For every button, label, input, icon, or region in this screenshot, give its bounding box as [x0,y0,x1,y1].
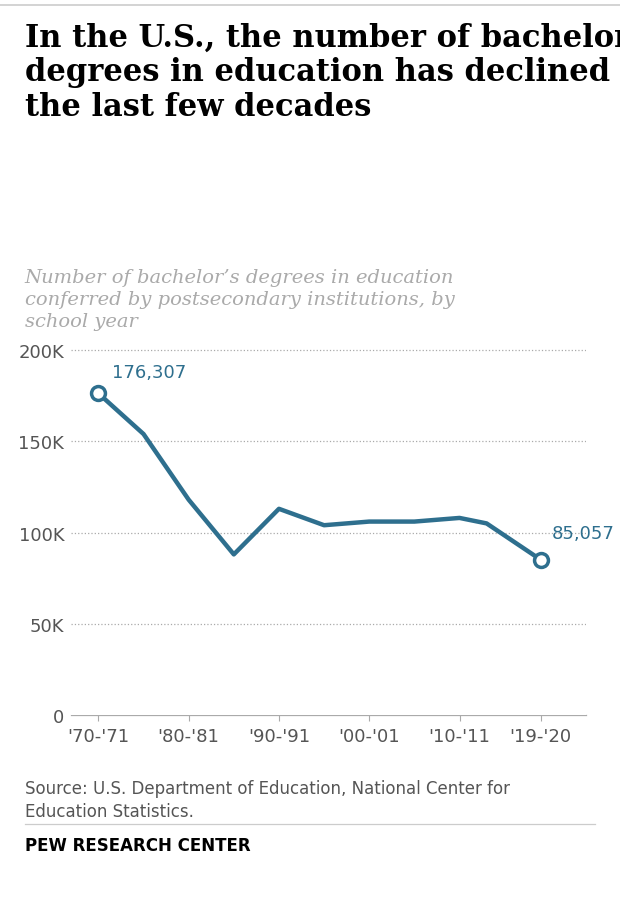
Text: Source: U.S. Department of Education, National Center for
Education Statistics.: Source: U.S. Department of Education, Na… [25,779,510,821]
Text: 176,307: 176,307 [112,363,186,381]
Text: PEW RESEARCH CENTER: PEW RESEARCH CENTER [25,836,250,855]
Text: 85,057: 85,057 [552,524,614,542]
Text: Number of bachelor’s degrees in education
conferred by postsecondary institution: Number of bachelor’s degrees in educatio… [25,269,454,331]
Text: In the U.S., the number of bachelor’s
degrees in education has declined over
the: In the U.S., the number of bachelor’s de… [25,23,620,123]
Bar [71,642,586,715]
